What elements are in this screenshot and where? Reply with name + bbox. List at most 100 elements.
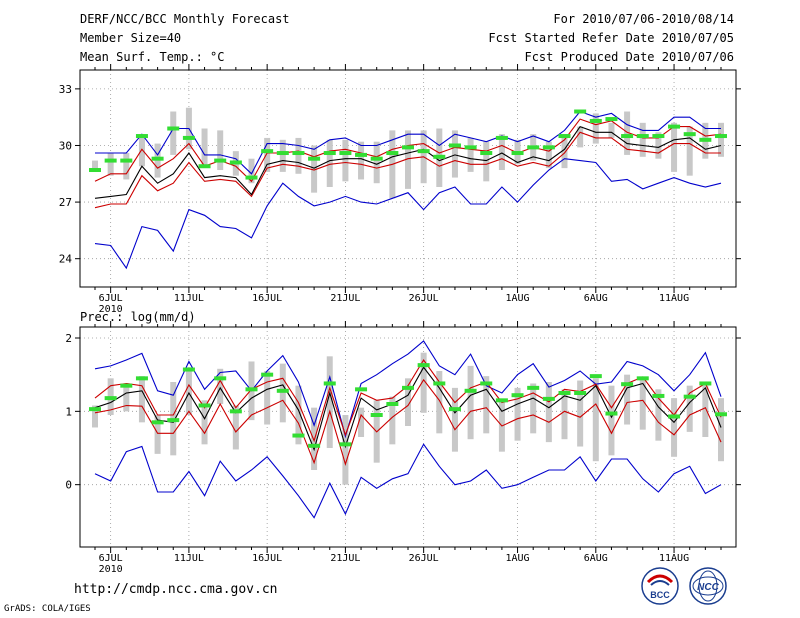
median-marker [355,387,368,392]
spread-bar [405,130,411,189]
median-marker [621,134,634,139]
median-marker [558,391,571,395]
median-marker [339,442,352,447]
y-tick-label: 2 [65,332,72,345]
median-marker [89,168,101,173]
median-marker [448,407,461,412]
spread-bar [389,396,396,445]
source-url[interactable]: http://cmdp.ncc.cma.gov.cn [74,582,278,597]
spread-bar [514,387,521,441]
median-marker [480,381,493,386]
median-marker [464,145,477,150]
spread-bar [217,130,224,171]
median-marker [214,376,227,381]
median-marker [699,137,712,142]
spread-bar [420,352,427,413]
median-marker [542,396,555,401]
median-marker [636,376,649,381]
chart-panel-1: 24 27 30 33 6JUL 11JUL 16JUL 21JUL 26JUL 1AUG 6AUG… [59,64,741,315]
median-marker [715,134,727,139]
median-marker [135,376,148,381]
spread-bar [624,374,631,425]
median-marker [370,413,383,417]
spread-bar [123,153,130,180]
median-marker [495,398,508,403]
bcc-logo: BCC [641,567,679,605]
max-line [94,340,722,439]
median-marker [636,134,649,139]
median-marker [699,381,712,386]
spread-bar [702,385,709,437]
spread-bar [671,398,678,457]
median-marker [182,367,195,372]
median-marker [558,134,571,139]
spread-bar [655,132,662,159]
median-marker [104,158,117,163]
median-marker [621,382,634,387]
median-marker [527,385,540,390]
median-marker [652,134,665,139]
median-marker [198,403,211,408]
spread-bar [154,415,161,454]
member-size: Member Size=40 [80,31,182,45]
y-tick-label: 1 [65,405,72,418]
x-tick-label: 1AUG [506,293,530,304]
svg-text:NCC: NCC [697,582,719,593]
median-marker [89,407,101,412]
median-marker [417,363,430,368]
median-marker [402,145,414,150]
median-marker [151,156,164,161]
median-marker [167,418,180,423]
spread-bar [436,371,443,434]
spread-bar [451,387,458,452]
median-marker [683,394,696,399]
forecast-started-date: Fcst Started Refer Date 2010/07/05 [488,31,734,45]
spread-bar [577,380,584,447]
x-tick-label: 6AUG [584,293,608,304]
spread-bar [326,356,333,448]
spread-bar [232,405,239,450]
median-marker [683,132,696,137]
median-marker [167,126,180,131]
median-marker [245,387,258,392]
y-tick-label: 33 [59,83,72,96]
median-marker [574,391,587,395]
spread-bar [311,145,318,193]
median-marker [229,160,242,165]
median-marker [339,151,352,156]
x-tick-label: 26JUL [409,293,439,304]
x-tick-label: 16JUL [252,293,282,304]
median-marker [386,402,399,406]
min-line [94,443,722,519]
median-marker [402,385,414,390]
forecast-produced-date: Fcst Produced Date 2010/07/06 [524,50,734,64]
median-marker [417,149,430,154]
median-marker [214,158,227,163]
median-marker [433,381,446,386]
spread-bar [217,368,224,404]
median-marker [589,374,602,379]
median-marker [308,443,321,448]
spread-bar [467,365,474,440]
spread-bar [279,363,286,423]
spread-bar [264,371,271,425]
spread-bar [467,137,474,172]
y-tick-label: 27 [59,196,72,209]
spread-bar [608,385,615,456]
x-tick-label: 6JUL [99,553,123,564]
spread-bar [686,126,693,176]
spread-bar [639,122,646,157]
median-marker [276,388,289,393]
median-marker [605,117,618,122]
variable-label: Mean Surf. Temp.: °C [80,50,225,64]
spread-bar [279,139,286,172]
spread-bar [123,385,130,412]
median-marker [292,433,305,438]
median-marker [527,145,540,150]
median-marker [448,143,461,148]
plot-frame [79,326,737,548]
spread-bar [577,126,584,148]
spread-bar [718,122,724,157]
spread-bar [201,400,208,445]
